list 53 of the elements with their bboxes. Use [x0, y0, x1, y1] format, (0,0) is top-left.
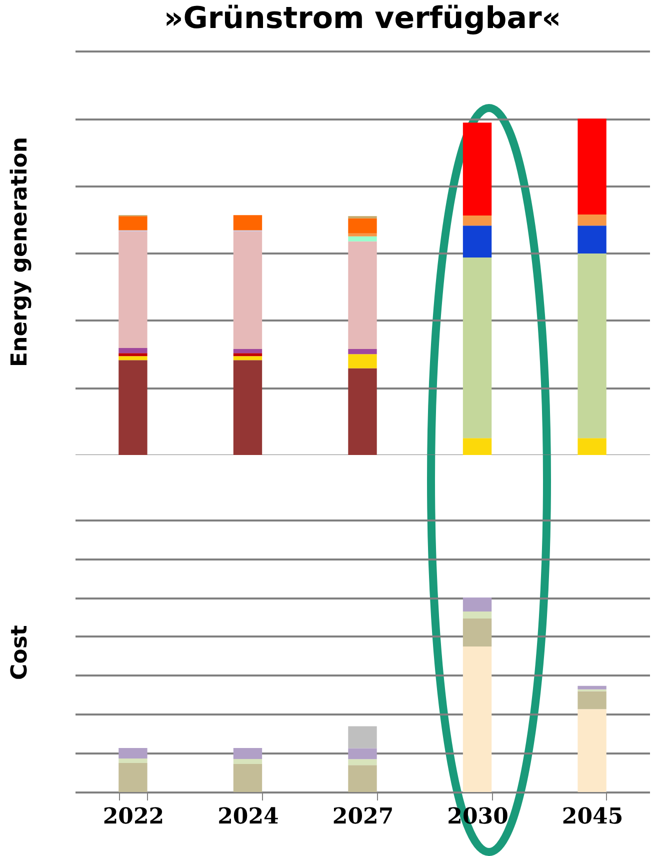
bar	[118, 216, 148, 230]
bar	[118, 748, 148, 759]
bar	[462, 216, 492, 226]
bar	[348, 354, 377, 368]
bar	[118, 763, 148, 792]
x-tick-label: 2027	[332, 804, 394, 830]
bar	[348, 368, 377, 455]
bar	[462, 122, 492, 216]
bar	[462, 598, 492, 612]
bar	[578, 254, 606, 438]
bar	[348, 349, 377, 354]
bar	[578, 214, 606, 226]
bar	[118, 356, 148, 360]
bar	[233, 758, 262, 764]
bar	[233, 748, 262, 759]
bar	[233, 231, 262, 350]
chart-title: »Grünstrom verfügbar«	[164, 1, 562, 36]
bar	[578, 709, 606, 792]
bar	[462, 618, 492, 647]
bar	[118, 353, 148, 356]
bar	[578, 226, 606, 254]
bar	[118, 360, 148, 455]
bar	[462, 438, 492, 455]
bar	[233, 764, 262, 792]
bar	[118, 348, 148, 354]
bar	[578, 686, 606, 690]
bar	[578, 118, 606, 214]
bar	[348, 241, 377, 350]
x-tick-label: 2024	[218, 804, 279, 830]
y-axis-title: Cost	[8, 624, 32, 680]
y-axis-title: Energy generation	[8, 137, 32, 367]
bar	[462, 646, 492, 792]
bar	[578, 438, 606, 455]
x-tick-label: 2022	[102, 804, 164, 830]
bar	[348, 765, 377, 792]
bar	[233, 356, 262, 360]
bar	[233, 215, 262, 230]
bar	[348, 233, 377, 236]
bar	[348, 759, 377, 766]
bar	[578, 691, 606, 710]
bar	[118, 758, 148, 764]
bar	[348, 748, 377, 760]
bar	[462, 258, 492, 438]
bar	[348, 726, 377, 748]
bar	[118, 231, 148, 348]
bar	[462, 226, 492, 258]
bar	[348, 236, 377, 242]
bar	[233, 360, 262, 455]
bar	[462, 612, 492, 619]
x-tick-label: 2045	[562, 804, 624, 830]
bar	[233, 349, 262, 354]
bar	[348, 218, 377, 234]
bar	[233, 353, 262, 356]
